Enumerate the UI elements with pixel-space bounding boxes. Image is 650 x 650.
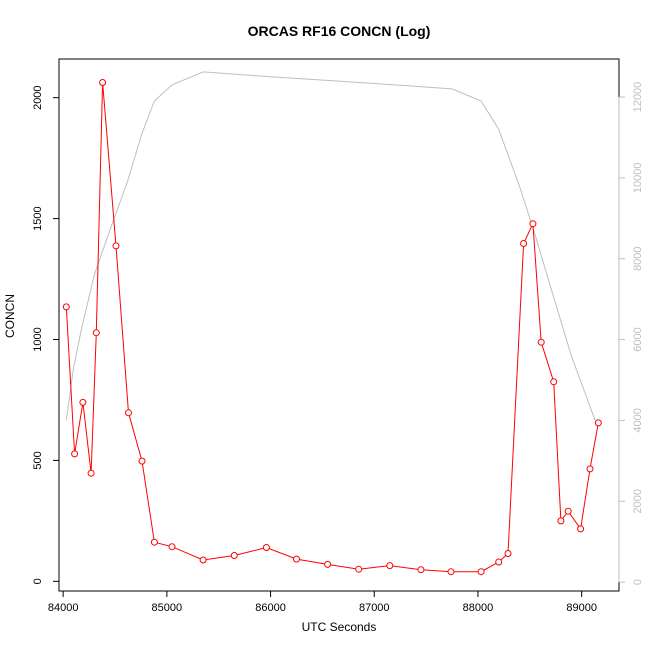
concn-point xyxy=(477,568,485,576)
concn-point xyxy=(495,558,503,566)
y-axis-right: 0 2000 4000 6000 8000 10000 12000 xyxy=(618,82,644,585)
y2-tick-label: 12000 xyxy=(632,82,644,113)
y-axis-left: 0 500 1000 1500 2000 xyxy=(32,85,60,584)
plot-frame xyxy=(58,58,620,592)
concn-point xyxy=(586,465,594,473)
y-tick-label: 1500 xyxy=(32,206,44,230)
concn-point xyxy=(520,240,528,247)
x-axis: 84000 85000 86000 87000 88000 89000 xyxy=(48,590,597,614)
concn-point xyxy=(79,398,87,406)
y2-tick-label: 8000 xyxy=(632,246,644,270)
concn-point xyxy=(71,450,79,458)
x-tick-label: 86000 xyxy=(255,602,286,614)
x-tick-label: 89000 xyxy=(566,602,597,614)
y-tick-label: 500 xyxy=(32,451,44,469)
y2-tick-label: 4000 xyxy=(632,408,644,432)
concn-point xyxy=(594,419,602,427)
concn-point xyxy=(125,409,132,417)
concn-point xyxy=(447,568,455,576)
concn-point xyxy=(262,544,270,551)
concn-point xyxy=(92,329,100,337)
concn-point xyxy=(504,550,512,557)
concn-point xyxy=(550,378,558,386)
concn-point xyxy=(138,457,146,465)
concn-point xyxy=(564,507,572,515)
concn-point xyxy=(577,525,585,533)
concn-series-line xyxy=(65,82,599,573)
concn-series xyxy=(62,79,602,576)
y2-tick-label: 0 xyxy=(632,579,644,585)
chart-title: ORCAS RF16 CONCN (Log) xyxy=(248,23,431,39)
y-tick-label: 0 xyxy=(32,578,44,584)
concn-point xyxy=(87,469,95,477)
concn-point xyxy=(355,565,363,573)
concn-point xyxy=(199,556,207,564)
concn-point xyxy=(168,543,176,551)
concn-point xyxy=(112,242,120,250)
concn-point xyxy=(99,79,107,86)
x-axis-label: UTC Seconds xyxy=(302,620,377,634)
y-axis-label: CONCN xyxy=(3,294,17,338)
concn-point xyxy=(417,566,425,574)
x-tick-label: 85000 xyxy=(152,602,183,614)
concn-point xyxy=(62,303,70,311)
y-tick-label: 2000 xyxy=(32,85,44,109)
concn-point xyxy=(230,552,238,559)
x-tick-label: 84000 xyxy=(48,602,79,614)
concn-point xyxy=(150,538,158,546)
y2-tick-label: 2000 xyxy=(632,489,644,513)
concn-point xyxy=(537,338,545,346)
concn-point xyxy=(386,562,394,570)
secondary-series-line xyxy=(65,71,596,421)
x-tick-label: 88000 xyxy=(463,602,494,614)
y2-tick-label: 10000 xyxy=(632,163,644,194)
concn-point xyxy=(293,555,300,563)
concn-point xyxy=(557,517,565,525)
y-tick-label: 1000 xyxy=(32,327,44,351)
y2-tick-label: 6000 xyxy=(632,327,644,351)
concn-point xyxy=(529,220,537,228)
secondary-series xyxy=(65,71,596,421)
concn-point xyxy=(324,560,332,568)
x-tick-label: 87000 xyxy=(359,602,390,614)
